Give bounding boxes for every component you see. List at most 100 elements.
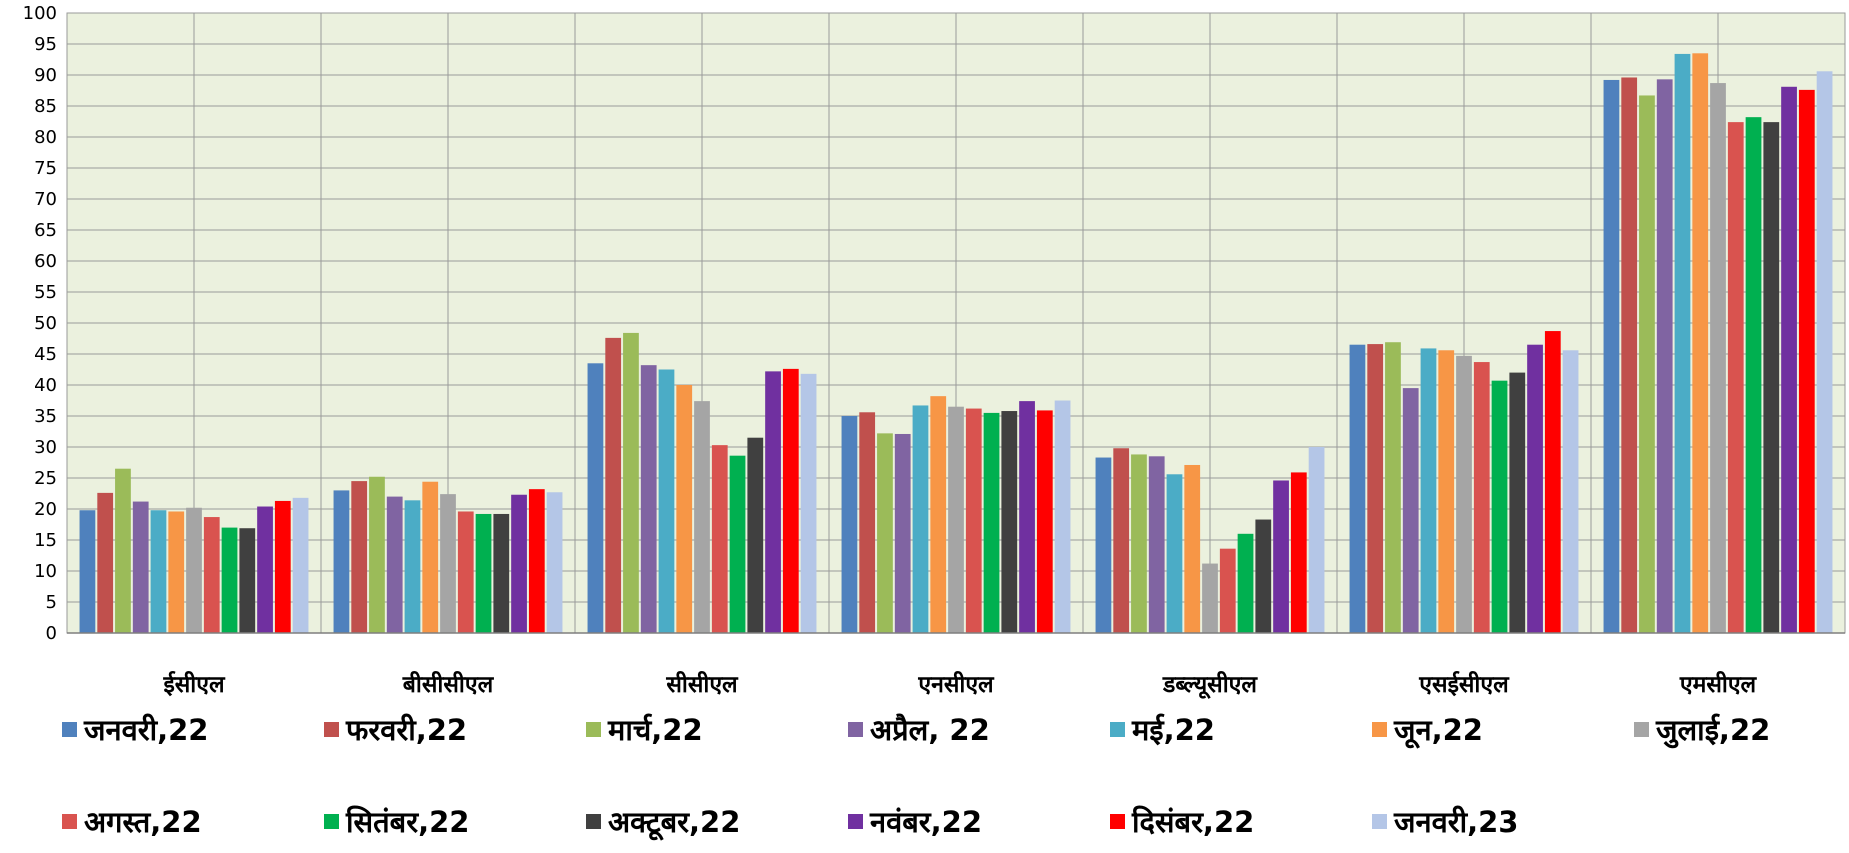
bar [1349,344,1366,633]
bar [1131,454,1147,633]
bar [1727,122,1744,634]
bar [747,437,764,633]
bar [965,408,982,633]
y-axis: 0 5 10 15 20 25 30 35 40 45 50 55 60 65 70 75 80 85 90 95 10… [23,3,57,644]
bar [132,501,149,633]
bar [729,455,746,633]
legend-item: अप्रैल, 22 [848,713,990,747]
bar [765,371,781,633]
bar [605,337,622,633]
x-category-label: बीसीसीएल [402,670,495,698]
bar [930,396,947,633]
y-tick-label: 60 [34,251,57,272]
bar [1420,348,1437,633]
bar [1036,410,1053,633]
legend-item: जून,22 [1372,713,1483,749]
bar [1674,53,1691,634]
bar [115,468,131,633]
y-tick-label: 100 [23,3,57,24]
y-tick-label: 75 [34,158,57,179]
y-tick-label: 90 [34,65,57,86]
bar [493,513,510,633]
bar [1219,548,1236,633]
bar [877,433,893,633]
bar [1603,79,1620,633]
bar [257,506,273,633]
legend-item: अक्टूबर,22 [586,805,740,841]
bar [1816,71,1833,633]
y-tick-label: 45 [34,344,57,365]
bar [694,401,710,633]
bar [404,500,421,633]
legend-label: सितंबर,22 [345,805,469,839]
bar [203,517,220,633]
bar [1763,122,1780,634]
bar [1113,448,1130,633]
bar [475,513,492,633]
bar [800,373,817,633]
y-tick-label: 95 [34,34,57,55]
bar [1148,456,1165,633]
bar [1438,350,1455,633]
legend-swatch [1372,722,1387,737]
y-tick-label: 0 [46,623,57,644]
legend-item: मार्च,22 [586,713,703,747]
y-tick-label: 25 [34,468,57,489]
bar [1054,400,1071,633]
bar [97,492,114,633]
bar [422,481,439,633]
y-tick-label: 35 [34,406,57,427]
y-tick-label: 65 [34,220,57,241]
bar [351,481,368,633]
bar [386,496,403,633]
bar [1491,380,1508,633]
bar [1184,464,1201,633]
bar [1456,355,1472,633]
y-tick-label: 55 [34,282,57,303]
bar [1095,457,1112,633]
y-tick-label: 20 [34,499,57,520]
bar [1473,362,1490,633]
bar [1781,86,1797,633]
legend-label: अप्रैल, 22 [870,713,990,747]
legend-swatch [1372,814,1387,829]
y-tick-label: 85 [34,96,57,117]
bar [1562,350,1579,633]
x-category-label: एनसीएल [917,670,995,698]
bar [150,510,167,633]
legend-label: नवंबर,22 [869,805,982,839]
bar [1527,344,1543,633]
bar [292,497,309,633]
bar [1710,83,1726,633]
bar [369,476,385,633]
legend-swatch [324,722,339,737]
x-category-label: ईसीएल [162,670,226,698]
bar [440,494,456,633]
y-tick-label: 30 [34,437,57,458]
legend-item: दिसंबर,22 [1110,805,1254,839]
bar [1308,447,1325,633]
legend-swatch [848,722,863,737]
bar [79,510,96,633]
bar [239,528,256,633]
legend: जनवरी,22 फरवरी,22 मार्च,22 अप्रैल, 22 मई,22 ज… [62,713,1770,841]
bar [1745,117,1762,633]
legend-label: दिसंबर,22 [1131,805,1254,839]
bar [1001,411,1018,633]
y-tick-label: 50 [34,313,57,334]
bar [1692,53,1709,634]
bar [333,490,350,633]
legend-label: फरवरी,22 [345,713,467,747]
y-tick-label: 15 [34,530,57,551]
bar [221,527,238,633]
x-category-label: डब्ल्यूसीएल [1162,670,1258,699]
bar [511,494,527,633]
bar [1367,344,1384,633]
bar [587,363,604,633]
legend-item: मई,22 [1110,713,1215,747]
bar [457,511,474,633]
y-tick-label: 10 [34,561,57,582]
y-tick-label: 40 [34,375,57,396]
